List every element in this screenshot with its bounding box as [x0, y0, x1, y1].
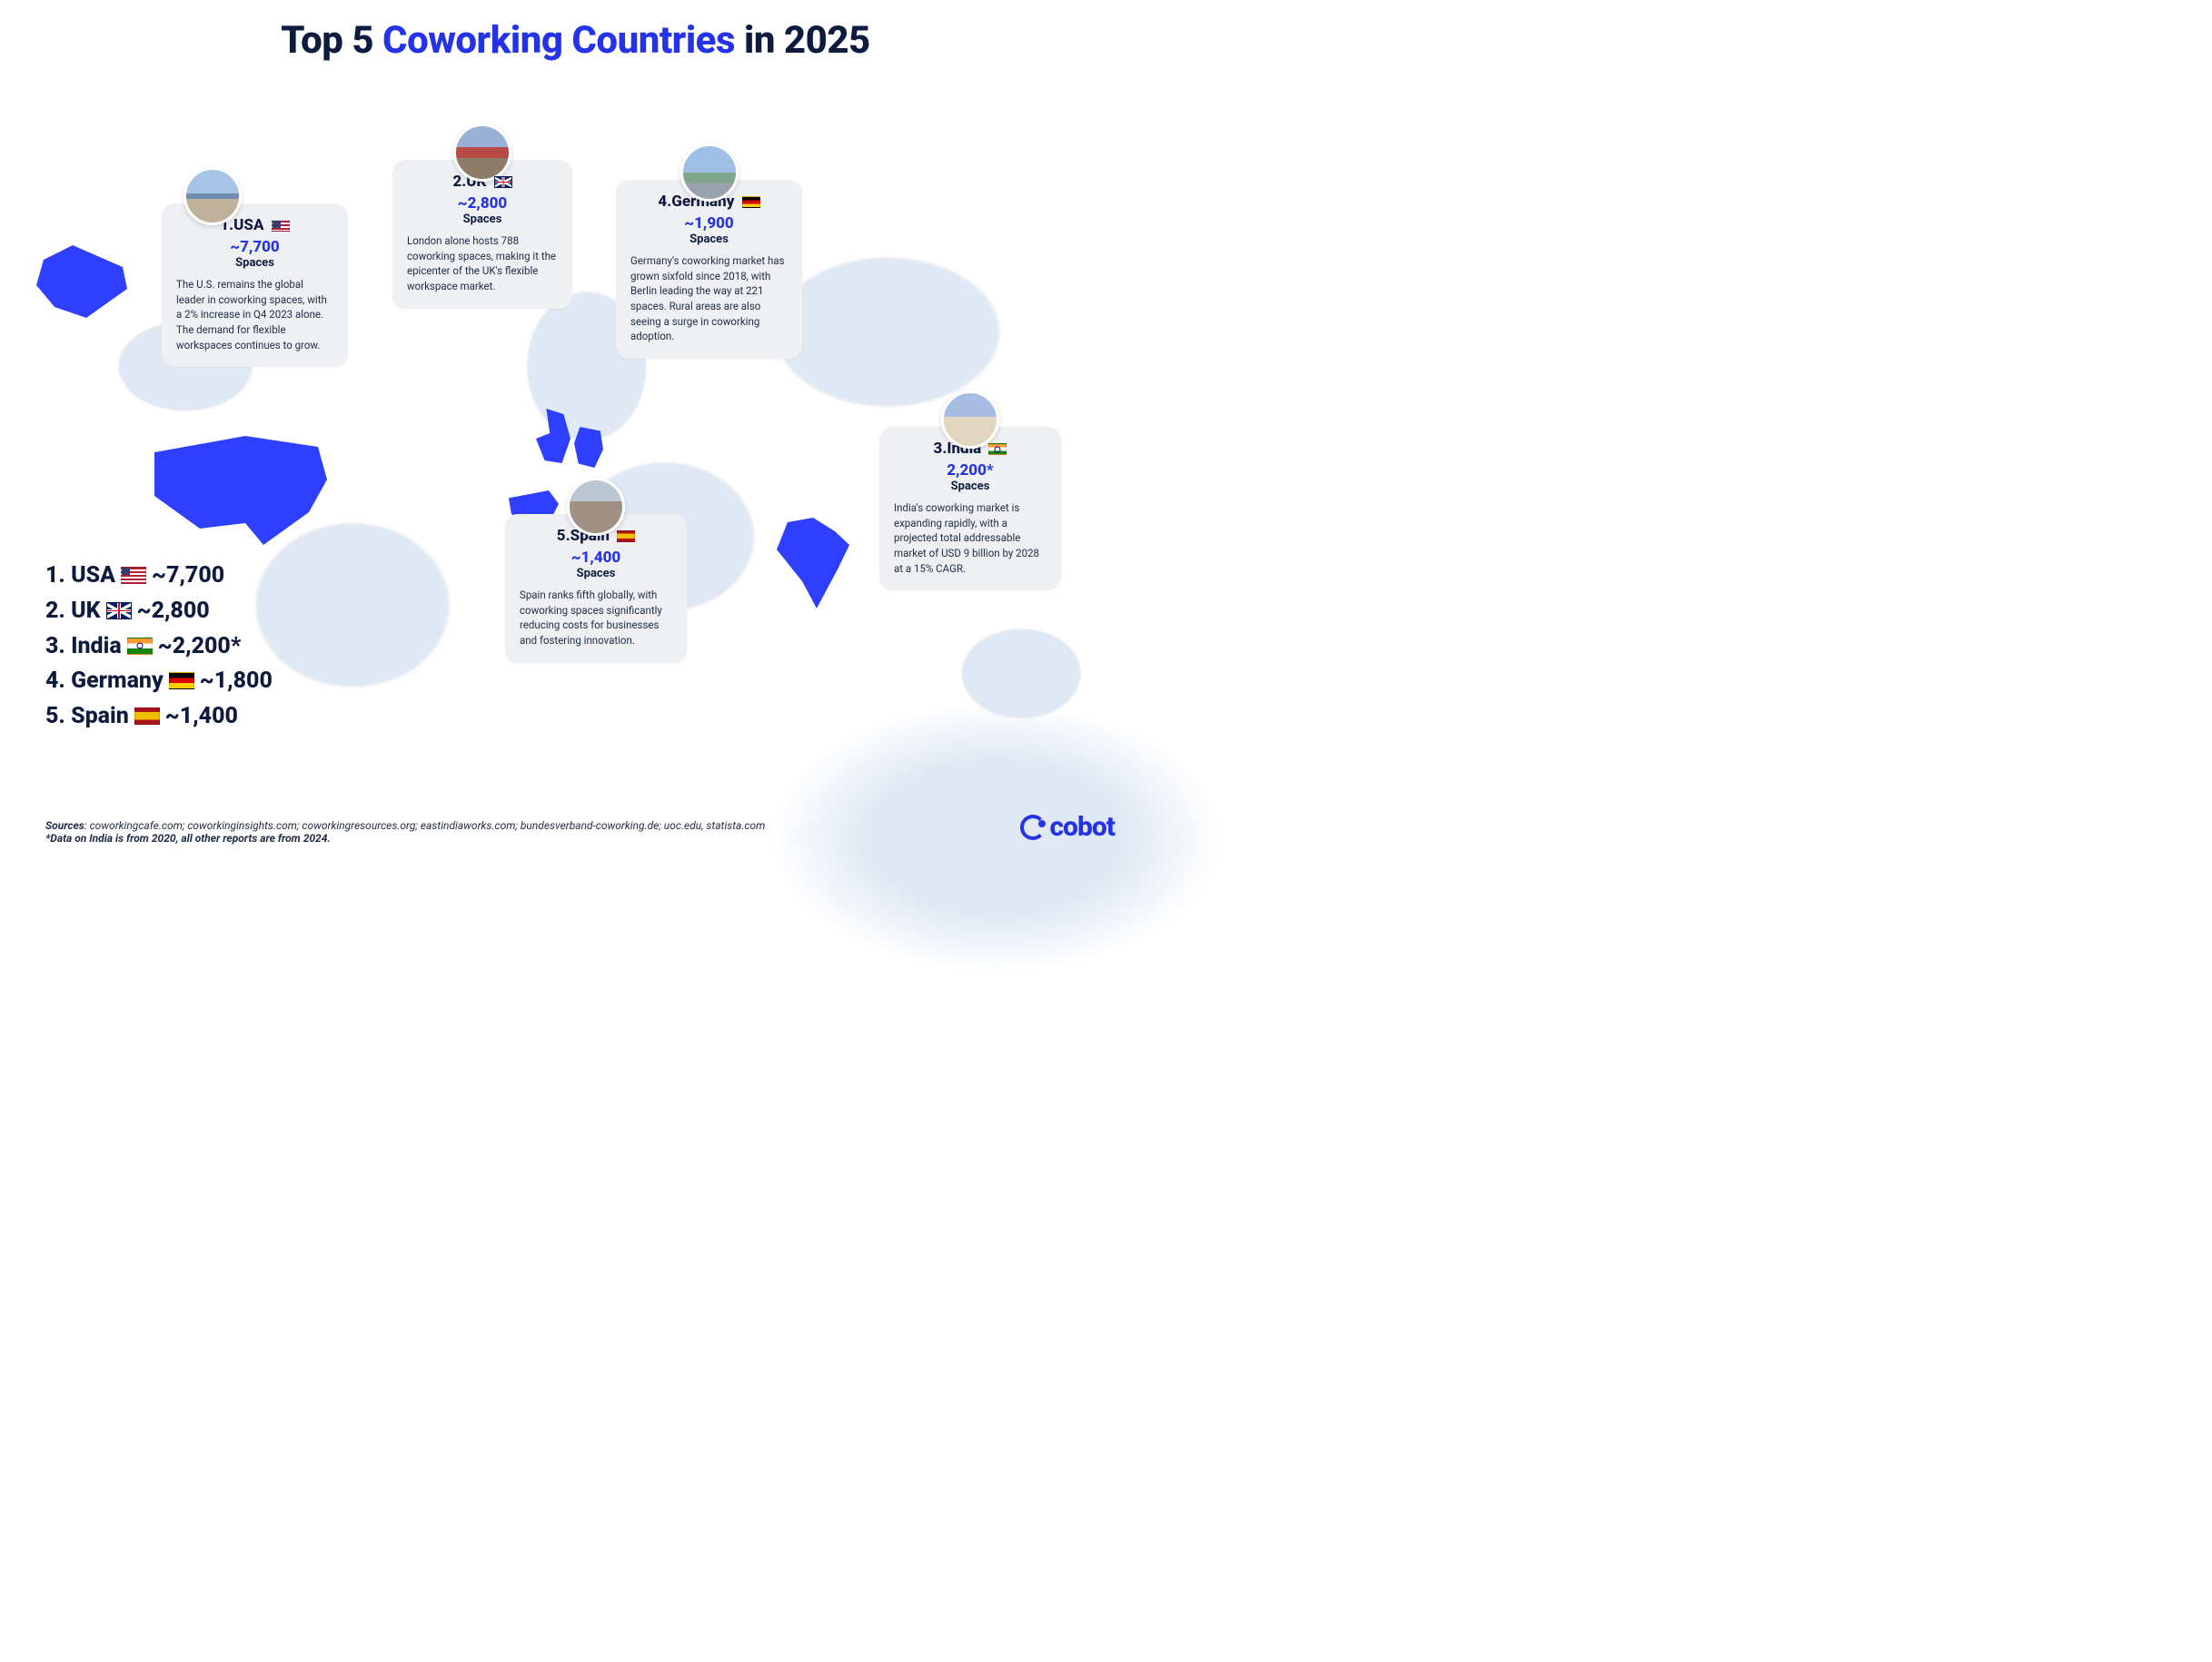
cobot-logo: cobot: [1020, 811, 1115, 843]
card-uk: 2.UK ~2,800 Spaces London alone hosts 78…: [392, 160, 572, 309]
spaces-label: Spaces: [894, 480, 1046, 493]
rank-count: ~2,800: [137, 598, 210, 624]
card-spain: 5.Spain ~1,400 Spaces Spain ranks fifth …: [505, 514, 687, 663]
photo-badge-germany: [680, 143, 739, 202]
photo-badge-spain: [567, 478, 625, 536]
card-desc: London alone hosts 788 coworking spaces,…: [407, 233, 558, 294]
flag-de-icon: [742, 196, 760, 208]
photo-badge-usa: [184, 167, 242, 225]
flag-uk-icon: [494, 176, 512, 188]
title-suffix: in 2025: [735, 18, 870, 63]
card-india: 3.India 2,200* Spaces India's coworking …: [879, 427, 1061, 590]
flag-es-icon: [617, 530, 635, 542]
spaces-label: Spaces: [520, 567, 672, 580]
footer-note: *Data on India is from 2020, all other r…: [45, 832, 1106, 845]
card-count: ~1,900: [630, 214, 788, 232]
rank-count: ~1,800: [200, 668, 273, 694]
spaces-label: Spaces: [630, 232, 788, 246]
rank-number: 5.: [45, 703, 65, 729]
flag-uk-icon: [106, 602, 132, 619]
rank-number: 4.: [45, 668, 65, 694]
ranking-row: 4. Germany ~1,800: [45, 664, 273, 699]
flag-in-icon: [127, 638, 153, 655]
rank-count: ~2,200*: [158, 633, 242, 659]
ranking-row: 2. UK ~2,800: [45, 594, 273, 629]
card-desc: Spain ranks fifth globally, with coworki…: [520, 588, 672, 648]
ranking-row: 1. USA ~7,700: [45, 559, 273, 594]
card-count: ~1,400: [520, 549, 672, 567]
card-count: ~2,800: [407, 194, 558, 213]
sources-label: Sources: [45, 819, 84, 832]
photo-badge-uk: [453, 124, 511, 182]
ranking-list: 1. USA ~7,700 2. UK ~2,800 3. India ~2,200* 4.…: [45, 559, 273, 735]
flag-de-icon: [169, 672, 194, 689]
title-accent: Coworking Countries: [382, 18, 735, 63]
rank-number: 2.: [45, 598, 65, 624]
card-count: 2,200*: [894, 461, 1046, 480]
footer: Sources: coworkingcafe.com; coworkingins…: [45, 819, 1106, 845]
spaces-label: Spaces: [407, 213, 558, 226]
card-desc: India's coworking market is expanding ra…: [894, 500, 1046, 576]
rank-count: ~1,400: [165, 703, 238, 729]
spaces-label: Spaces: [176, 256, 333, 270]
cobot-logo-text: cobot: [1049, 811, 1115, 843]
card-desc: The U.S. remains the global leader in co…: [176, 277, 333, 352]
rank-number: 1.: [45, 562, 65, 589]
photo-badge-india: [941, 391, 999, 449]
rank-country: USA: [71, 562, 115, 589]
flag-us-icon: [272, 220, 290, 232]
card-usa: 1.USA ~7,700 Spaces The U.S. remains the…: [162, 203, 348, 367]
cobot-logo-icon: [1020, 815, 1046, 840]
card-count: ~7,700: [176, 238, 333, 256]
ranking-row: 3. India ~2,200*: [45, 629, 273, 665]
card-desc: Germany's coworking market has grown six…: [630, 253, 788, 344]
card-germany: 4.Germany ~1,900 Spaces Germany's cowork…: [616, 180, 802, 359]
rank-country: Germany: [71, 668, 164, 694]
rank-country: India: [71, 633, 122, 659]
ranking-row: 5. Spain ~1,400: [45, 699, 273, 735]
rank-number: 3.: [45, 633, 65, 659]
rank-count: ~7,700: [152, 562, 224, 589]
sources-text: : coworkingcafe.com; coworkinginsights.c…: [84, 819, 766, 832]
rank-country: UK: [71, 598, 101, 624]
rank-country: Spain: [71, 703, 129, 729]
flag-us-icon: [121, 567, 146, 584]
flag-es-icon: [134, 707, 160, 725]
title-prefix: Top 5: [281, 18, 382, 63]
page-title: Top 5 Coworking Countries in 2025: [0, 0, 1151, 72]
flag-in-icon: [988, 443, 1007, 455]
